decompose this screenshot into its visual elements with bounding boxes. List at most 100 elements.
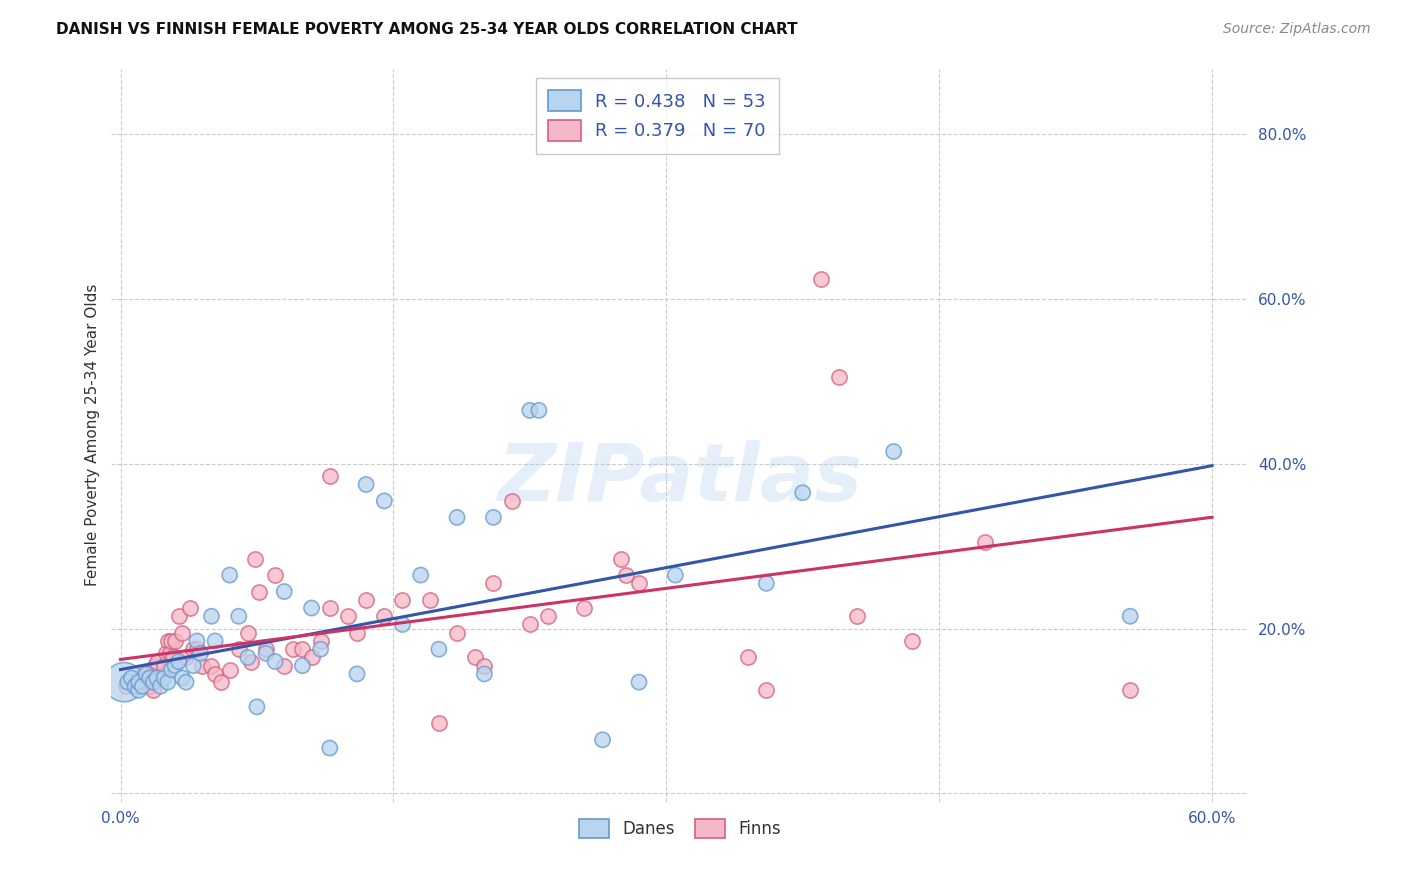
Point — [142, 675, 165, 690]
Point — [160, 663, 183, 677]
Point — [519, 403, 541, 417]
Point — [153, 658, 176, 673]
Point — [846, 609, 869, 624]
Point — [291, 658, 314, 673]
Point — [181, 658, 204, 673]
Point — [527, 403, 550, 417]
Point — [209, 675, 232, 690]
Point — [153, 671, 176, 685]
Point — [501, 494, 523, 508]
Point — [810, 271, 832, 285]
Point — [973, 535, 995, 549]
Point — [128, 683, 150, 698]
Point — [464, 650, 486, 665]
Point — [346, 667, 368, 681]
Point — [146, 655, 169, 669]
Point — [156, 634, 179, 648]
Point — [828, 370, 851, 384]
Point — [273, 658, 295, 673]
Text: DANISH VS FINNISH FEMALE POVERTY AMONG 25-34 YEAR OLDS CORRELATION CHART: DANISH VS FINNISH FEMALE POVERTY AMONG 2… — [56, 22, 797, 37]
Text: ZIPatlas: ZIPatlas — [498, 440, 862, 518]
Point — [138, 679, 160, 693]
Point — [283, 642, 305, 657]
Point — [614, 568, 637, 582]
Point — [472, 658, 495, 673]
Text: Source: ZipAtlas.com: Source: ZipAtlas.com — [1223, 22, 1371, 37]
Point — [131, 675, 153, 690]
Point — [120, 671, 142, 685]
Point — [186, 634, 208, 648]
Point — [309, 642, 332, 657]
Point — [755, 576, 778, 591]
Point — [190, 646, 212, 660]
Point — [200, 658, 222, 673]
Y-axis label: Female Poverty Among 25-34 Year Olds: Female Poverty Among 25-34 Year Olds — [86, 284, 100, 586]
Point — [165, 658, 187, 673]
Point — [142, 683, 165, 698]
Point — [218, 568, 240, 582]
Point — [149, 679, 172, 693]
Point — [243, 551, 266, 566]
Point — [519, 617, 541, 632]
Point — [128, 671, 150, 685]
Point — [135, 667, 157, 681]
Point — [574, 601, 596, 615]
Point — [174, 675, 197, 690]
Point — [354, 592, 377, 607]
Point — [482, 510, 505, 524]
Point — [218, 663, 240, 677]
Point — [247, 584, 270, 599]
Point — [373, 494, 395, 508]
Point — [664, 568, 686, 582]
Point — [319, 469, 342, 483]
Point — [755, 683, 778, 698]
Point — [124, 679, 146, 693]
Point — [167, 609, 190, 624]
Point — [1119, 609, 1142, 624]
Point — [165, 634, 187, 648]
Legend: Danes, Finns: Danes, Finns — [572, 812, 787, 845]
Point — [309, 634, 332, 648]
Point — [179, 601, 201, 615]
Point — [160, 634, 183, 648]
Point — [135, 667, 157, 681]
Point — [240, 655, 263, 669]
Point — [391, 617, 413, 632]
Point — [172, 625, 194, 640]
Point — [167, 655, 190, 669]
Point — [143, 658, 166, 673]
Point — [373, 609, 395, 624]
Point — [737, 650, 759, 665]
Point — [204, 667, 226, 681]
Point — [174, 650, 197, 665]
Point — [141, 675, 163, 690]
Point — [162, 650, 184, 665]
Point — [156, 675, 179, 690]
Point — [172, 671, 194, 685]
Point — [115, 679, 138, 693]
Point — [135, 667, 157, 681]
Point — [228, 642, 250, 657]
Point — [627, 675, 650, 690]
Point — [301, 650, 323, 665]
Point — [138, 671, 160, 685]
Point — [346, 625, 368, 640]
Point — [204, 634, 226, 648]
Point — [236, 650, 259, 665]
Point — [155, 646, 177, 660]
Point — [159, 646, 181, 660]
Point — [482, 576, 505, 591]
Point — [319, 741, 342, 756]
Point — [446, 625, 468, 640]
Point — [537, 609, 560, 624]
Point — [124, 679, 146, 693]
Point — [427, 716, 450, 731]
Point — [472, 667, 495, 681]
Point — [246, 699, 269, 714]
Point — [301, 601, 323, 615]
Point — [446, 510, 468, 524]
Point — [264, 568, 287, 582]
Point — [264, 655, 287, 669]
Point — [117, 675, 139, 690]
Point — [427, 642, 450, 657]
